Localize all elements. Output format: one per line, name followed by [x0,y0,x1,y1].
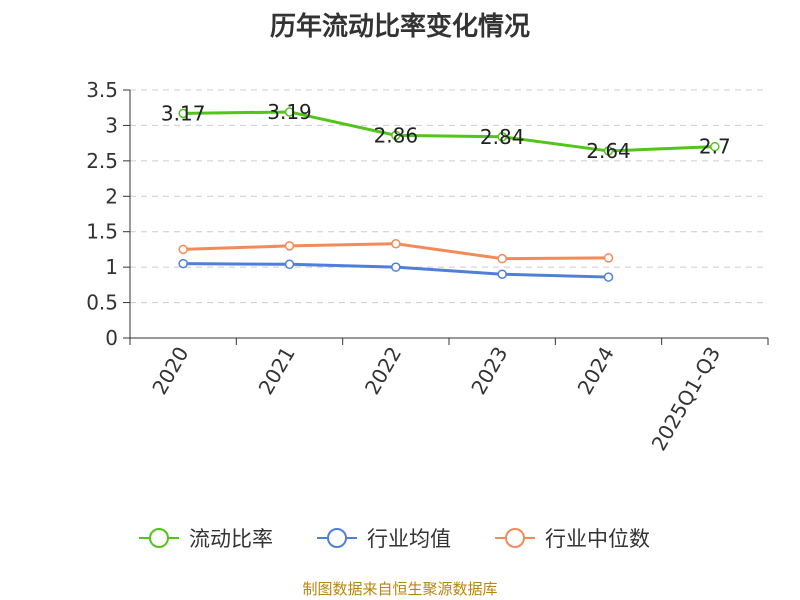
legend: 流动比率 行业均值 行业中位数 [139,527,650,551]
legend-label: 流动比率 [189,527,273,551]
y-tick-label: 2 [105,184,118,208]
data-point[interactable] [391,239,401,249]
data-label: 3.19 [267,100,312,124]
x-tick-label: 2021 [254,343,300,399]
data-point[interactable] [497,132,507,142]
y-tick-label: 0.5 [86,291,118,315]
x-tick-label: 2025Q1-Q3 [646,343,725,455]
data-point[interactable] [178,258,188,269]
y-tick-label: 0 [105,326,118,350]
data-point[interactable] [391,130,401,141]
y-tick-label: 1.5 [86,220,118,244]
data-label: 2.84 [480,125,525,149]
legend-marker [505,528,525,548]
data-point[interactable] [497,269,507,279]
chart-title: 历年流动比率变化情况 [269,12,530,42]
series-3 [178,239,614,264]
series-1: 3.17 3.19 2.86 2.84 2.64 2.7 [161,100,731,163]
legend-item-2[interactable]: 行业均值 [317,527,451,551]
data-point[interactable] [603,272,614,282]
y-tick-label: 1 [105,255,118,279]
y-tick-label: 2.5 [86,149,118,173]
data-point[interactable] [710,141,720,152]
data-point[interactable] [178,108,188,119]
x-tick-label: 2024 [573,343,619,399]
x-tick-label: 2023 [466,342,512,398]
legend-label: 行业均值 [367,527,451,551]
x-tick-label: 2020 [147,343,193,399]
data-point[interactable] [178,244,188,255]
data-label: 3.17 [161,101,206,125]
series-2 [178,258,614,282]
data-label: 2.64 [586,139,631,163]
legend-label: 行业中位数 [545,527,650,551]
data-point[interactable] [284,241,295,251]
data-point[interactable] [391,262,401,272]
y-tick-label: 3 [105,113,118,137]
grid-lines [130,89,768,304]
data-point[interactable] [603,253,614,263]
legend-marker [327,528,347,548]
data-point[interactable] [284,259,295,270]
data-point[interactable] [284,107,295,117]
series-line [183,110,715,153]
y-tick-label: 3.5 [86,78,118,102]
legend-marker [149,528,169,548]
data-point[interactable] [603,146,614,156]
legend-item-1[interactable]: 流动比率 [139,527,273,551]
legend-item-3[interactable]: 行业中位数 [495,527,650,551]
data-label: 2.86 [374,123,419,147]
series-layer: 3.17 3.19 2.86 2.84 2.64 2.7 [161,100,731,282]
data-label: 2.7 [699,135,731,159]
data-point[interactable] [497,253,507,264]
source-note: 制图数据来自恒生聚源数据库 [302,580,498,598]
x-tick-label: 2022 [360,343,406,399]
